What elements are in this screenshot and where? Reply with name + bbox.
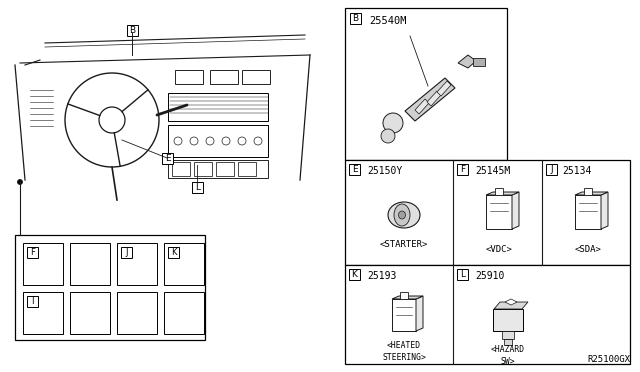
Bar: [504, 339, 512, 345]
Text: I: I: [31, 297, 34, 306]
Bar: [121, 247, 132, 258]
Bar: [175, 70, 203, 84]
Bar: [15, 235, 205, 340]
Bar: [117, 292, 157, 334]
Bar: [168, 247, 179, 258]
Polygon shape: [415, 99, 429, 114]
Ellipse shape: [399, 211, 406, 219]
Text: R25100GX: R25100GX: [587, 355, 630, 364]
Bar: [400, 292, 408, 299]
Text: 25193: 25193: [367, 271, 396, 281]
Circle shape: [383, 113, 403, 133]
Bar: [172, 162, 190, 176]
Text: <VDC>: <VDC>: [486, 245, 513, 254]
Text: J: J: [550, 165, 553, 174]
Polygon shape: [405, 78, 455, 121]
Bar: [350, 13, 361, 24]
Polygon shape: [416, 296, 423, 331]
Bar: [473, 58, 485, 66]
Polygon shape: [494, 302, 528, 309]
Bar: [168, 160, 268, 178]
Polygon shape: [486, 192, 519, 195]
Bar: [486, 195, 512, 229]
Circle shape: [381, 129, 395, 143]
Polygon shape: [505, 299, 517, 305]
Text: 25145M: 25145M: [475, 166, 510, 176]
Text: 25910: 25910: [475, 271, 504, 281]
Circle shape: [17, 180, 22, 185]
Text: 25540M: 25540M: [369, 16, 406, 26]
Text: J: J: [125, 248, 128, 257]
Ellipse shape: [394, 204, 410, 226]
Bar: [23, 292, 63, 334]
Bar: [117, 243, 157, 285]
Bar: [493, 309, 523, 331]
Bar: [70, 292, 110, 334]
Bar: [345, 160, 630, 265]
Text: E: E: [164, 154, 170, 163]
Bar: [194, 162, 212, 176]
Text: B: B: [129, 26, 136, 35]
Bar: [27, 296, 38, 307]
Bar: [70, 243, 110, 285]
Bar: [162, 153, 173, 164]
Bar: [242, 70, 270, 84]
Text: F: F: [30, 248, 35, 257]
Bar: [192, 182, 203, 193]
Polygon shape: [575, 192, 608, 195]
Polygon shape: [392, 296, 423, 299]
Bar: [345, 265, 630, 364]
Bar: [457, 164, 468, 175]
Bar: [238, 162, 256, 176]
Bar: [164, 243, 204, 285]
Text: B: B: [353, 14, 358, 23]
Bar: [392, 299, 416, 331]
Text: <HEATED
STEERING>: <HEATED STEERING>: [382, 341, 426, 362]
Bar: [495, 188, 503, 195]
Polygon shape: [427, 91, 441, 106]
Text: L: L: [460, 270, 465, 279]
Text: 25150Y: 25150Y: [367, 166, 403, 176]
Text: K: K: [171, 248, 176, 257]
Bar: [584, 188, 592, 195]
Text: <HAZARD
SW>: <HAZARD SW>: [491, 345, 525, 366]
Text: F: F: [460, 165, 465, 174]
Bar: [216, 162, 234, 176]
Bar: [457, 269, 468, 280]
Text: <SDA>: <SDA>: [575, 245, 602, 254]
Polygon shape: [512, 192, 519, 229]
Bar: [349, 164, 360, 175]
Bar: [349, 269, 360, 280]
Bar: [168, 125, 268, 157]
Text: 25134: 25134: [562, 166, 591, 176]
Bar: [168, 93, 268, 121]
Text: <STARTER>: <STARTER>: [380, 240, 428, 249]
Bar: [23, 243, 63, 285]
Polygon shape: [458, 55, 476, 68]
Bar: [502, 331, 514, 339]
Bar: [546, 164, 557, 175]
Bar: [210, 70, 238, 84]
Text: E: E: [352, 165, 357, 174]
Text: K: K: [351, 270, 357, 279]
Text: L: L: [195, 183, 200, 192]
Ellipse shape: [388, 202, 420, 228]
Polygon shape: [601, 192, 608, 229]
Polygon shape: [437, 81, 451, 96]
Bar: [127, 25, 138, 36]
Bar: [27, 247, 38, 258]
Bar: [575, 195, 601, 229]
Bar: [164, 292, 204, 334]
Bar: [345, 8, 507, 160]
